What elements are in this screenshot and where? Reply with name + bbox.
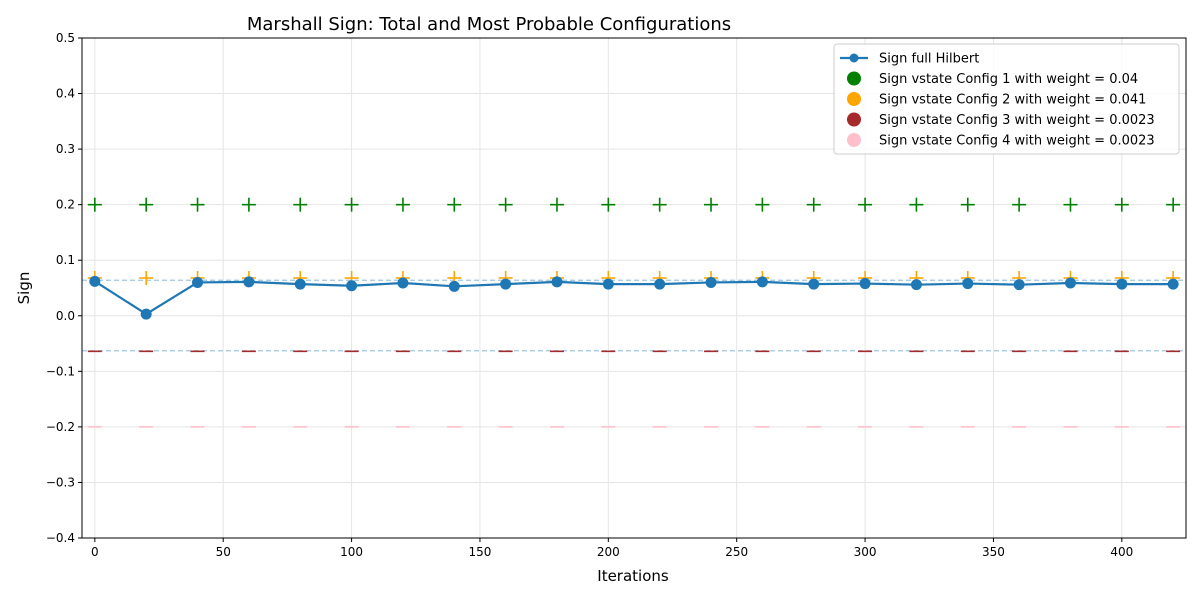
y-tick-label: −0.2 (46, 420, 75, 434)
series-point-full-hilbert (346, 280, 358, 292)
legend-item-1: Sign full Hilbert (840, 52, 979, 67)
series-2-marker (704, 197, 719, 212)
series-2-marker (909, 197, 924, 212)
series-point-full-hilbert (705, 276, 717, 288)
legend-label: Sign vstate Config 3 with weight = 0.002… (879, 113, 1155, 128)
series-2-marker (858, 197, 873, 212)
legend-dot-swatch (847, 71, 861, 86)
legend-item-5: Sign vstate Config 4 with weight = 0.002… (847, 133, 1155, 149)
axes-frame (81, 37, 1187, 539)
legend-dot-swatch (849, 53, 859, 63)
y-tick-label: 0.1 (56, 253, 75, 267)
series-2-marker (498, 197, 513, 212)
series-2-marker (806, 197, 821, 212)
series-2-marker (1063, 197, 1078, 212)
series-2-marker (652, 197, 667, 212)
series-point-full-hilbert (808, 278, 820, 290)
x-tick-label: 50 (216, 545, 231, 559)
x-tick-label: 0 (91, 545, 99, 559)
series-point-full-hilbert (962, 278, 974, 290)
series-point-full-hilbert (1116, 278, 1128, 290)
y-tick-label: 0.0 (56, 309, 75, 323)
series-point-full-hilbert (500, 278, 512, 290)
series-2-marker (960, 197, 975, 212)
y-tick-label: 0.2 (56, 198, 75, 212)
y-tick-label: 0.3 (56, 142, 75, 156)
series-point-full-hilbert (243, 276, 255, 288)
series-point-full-hilbert (551, 276, 563, 288)
x-tick-label: 200 (597, 545, 620, 559)
series-point-full-hilbert (910, 279, 922, 291)
legend-label: Sign full Hilbert (879, 52, 979, 67)
x-tick-label: 250 (725, 545, 748, 559)
series-point-full-hilbert (859, 278, 871, 290)
y-axis-label: Sign (15, 272, 33, 305)
series-2-marker (344, 197, 359, 212)
x-tick-label: 400 (1110, 545, 1133, 559)
legend-label: Sign vstate Config 1 with weight = 0.04 (879, 72, 1138, 87)
y-tick-label: −0.3 (46, 475, 75, 489)
series-point-full-hilbert (1064, 277, 1076, 289)
series-2-marker (755, 197, 770, 212)
series-point-full-hilbert (448, 280, 460, 292)
series-point-full-hilbert (756, 276, 768, 288)
legend-item-2: Sign vstate Config 1 with weight = 0.04 (847, 71, 1138, 87)
series-2-marker (447, 197, 462, 212)
x-tick-label: 300 (854, 545, 877, 559)
series-2-marker (190, 197, 205, 212)
chart-title: Marshall Sign: Total and Most Probable C… (247, 14, 731, 35)
x-tick-label: 100 (340, 545, 363, 559)
legend-dot-swatch (847, 112, 861, 127)
y-tick-label: −0.4 (46, 531, 75, 545)
series-2-marker (241, 197, 256, 212)
series-point-full-hilbert (294, 278, 306, 290)
series-2-marker (395, 197, 410, 212)
x-tick-label: 150 (469, 545, 492, 559)
series-2-marker (1114, 197, 1129, 212)
series-line-full-hilbert (94, 280, 1174, 316)
series-2-marker (139, 197, 154, 212)
series-2-marker (293, 197, 308, 212)
legend-label: Sign vstate Config 4 with weight = 0.002… (879, 134, 1155, 149)
series-point-full-hilbert (1167, 278, 1179, 290)
series-3-marker (139, 271, 154, 285)
series-2-marker (601, 197, 616, 212)
legend-label: Sign vstate Config 2 with weight = 0.041 (879, 93, 1146, 108)
series-2-marker (549, 197, 564, 212)
legend-dot-swatch (847, 92, 861, 106)
series-point-full-hilbert (1013, 279, 1025, 291)
series-point-full-hilbert (654, 278, 666, 290)
legend-dot-swatch (847, 133, 861, 147)
legend: Sign full Hilbert Sign vstate Config 1 wi… (833, 43, 1180, 155)
x-axis-label: Iterations (597, 567, 669, 585)
series-2-marker (87, 197, 102, 212)
y-tick-label: 0.4 (56, 87, 75, 101)
x-tick-label: 350 (982, 545, 1005, 559)
series-point-full-hilbert (89, 275, 101, 287)
series-2-marker (1012, 197, 1027, 212)
y-tick-label: −0.1 (46, 364, 75, 378)
series-point-full-hilbert (192, 276, 204, 288)
series-point-full-hilbert (140, 308, 152, 320)
series-point-full-hilbert (397, 277, 409, 289)
series-2-marker (1166, 197, 1181, 212)
legend-item-3: Sign vstate Config 2 with weight = 0.041 (847, 92, 1146, 108)
y-tick-label: 0.5 (56, 31, 75, 45)
legend-box (833, 43, 1180, 155)
series-point-full-hilbert (602, 278, 614, 290)
legend-item-4: Sign vstate Config 3 with weight = 0.002… (847, 112, 1155, 128)
